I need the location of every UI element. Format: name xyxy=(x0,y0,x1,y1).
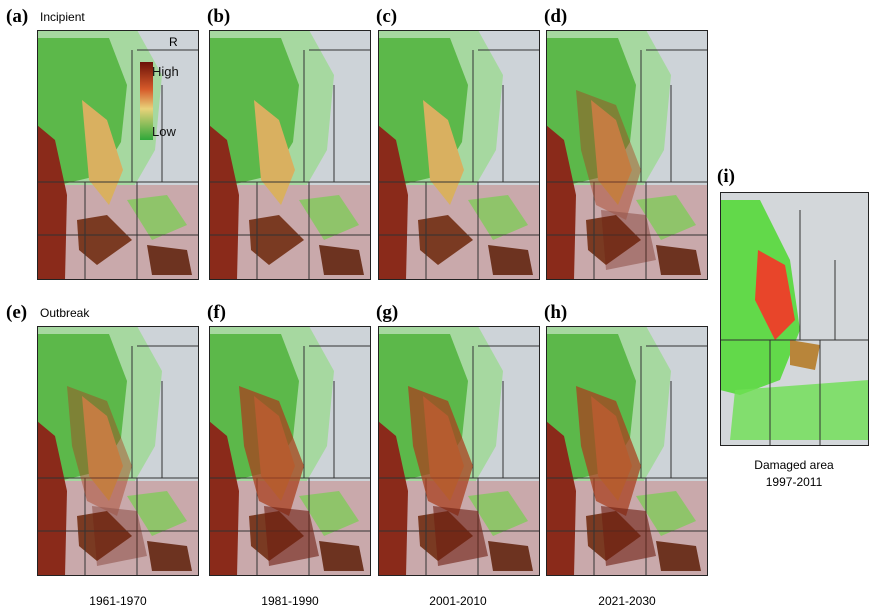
legend: High Low R xyxy=(140,35,179,140)
border-lines xyxy=(720,210,869,446)
damage-hotspot xyxy=(755,250,795,340)
panel-labels: (a) Incipient (b) (c) (d) (e) Outbreak (… xyxy=(6,6,567,323)
color-ramp xyxy=(140,62,153,140)
panel-label: (i) xyxy=(717,166,735,187)
panel-label: (d) xyxy=(544,6,567,27)
map-area xyxy=(730,380,869,440)
damaged-panel: (i) Damaged area 1997-2011 xyxy=(717,166,869,489)
period-label: 1981-1990 xyxy=(261,594,319,608)
period-label: 2001-2010 xyxy=(429,594,487,608)
panel-title: Incipient xyxy=(40,10,85,24)
caption: 1997-2011 xyxy=(766,475,823,489)
panel-title: Outbreak xyxy=(40,306,90,320)
panel-label: (f) xyxy=(207,302,226,323)
period-label: 1961-1970 xyxy=(89,594,147,608)
period-label: 2021-2030 xyxy=(598,594,656,608)
caption: Damaged area xyxy=(754,458,834,472)
legend-high: High xyxy=(152,64,179,79)
damage-hotspot xyxy=(790,340,820,370)
panel-row-1 xyxy=(36,29,709,281)
panel-label: (h) xyxy=(544,302,567,323)
panel-label: (b) xyxy=(207,6,230,27)
period-captions: 1961-1970 1981-1990 2001-2010 2021-2030 xyxy=(89,594,656,608)
panel-label: (g) xyxy=(376,302,398,323)
panel-row-2 xyxy=(36,325,709,577)
map xyxy=(208,29,372,281)
panel-label: (c) xyxy=(376,6,397,27)
map xyxy=(377,29,541,281)
legend-mark: R xyxy=(169,35,178,49)
panel-label: (e) xyxy=(6,302,27,323)
legend-low: Low xyxy=(152,124,176,139)
panel-label: (a) xyxy=(6,6,28,27)
